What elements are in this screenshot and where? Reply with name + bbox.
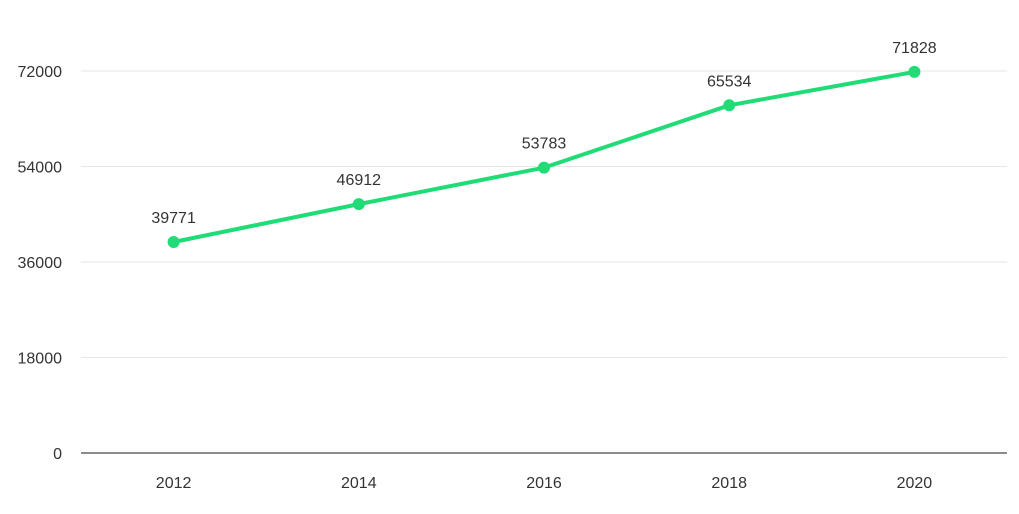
y-tick-label-72000: 72000 bbox=[18, 64, 63, 81]
y-tick-label-36000: 36000 bbox=[18, 255, 63, 272]
data-label-2012: 39771 bbox=[151, 210, 196, 227]
y-tick-label-0: 0 bbox=[53, 446, 62, 463]
x-tick-label-2014: 2014 bbox=[341, 475, 377, 492]
series-line-0 bbox=[171, 69, 917, 244]
y-tick-label-18000: 18000 bbox=[18, 351, 63, 368]
data-label-2016: 53783 bbox=[522, 136, 567, 153]
y-tick-label-54000: 54000 bbox=[18, 160, 63, 177]
data-point-2012 bbox=[167, 235, 180, 248]
data-label-2018: 65534 bbox=[707, 73, 752, 90]
data-point-2018 bbox=[723, 99, 736, 112]
data-label-2020: 71828 bbox=[892, 40, 937, 57]
x-tick-label-2018: 2018 bbox=[711, 475, 747, 492]
x-tick-label-2016: 2016 bbox=[526, 475, 562, 492]
data-label-2014: 46912 bbox=[337, 172, 382, 189]
x-tick-label-2020: 2020 bbox=[897, 475, 933, 492]
data-point-2014 bbox=[352, 198, 365, 211]
data-point-2020 bbox=[908, 65, 921, 78]
x-tick-label-2012: 2012 bbox=[156, 475, 192, 492]
data-point-2016 bbox=[538, 161, 550, 174]
